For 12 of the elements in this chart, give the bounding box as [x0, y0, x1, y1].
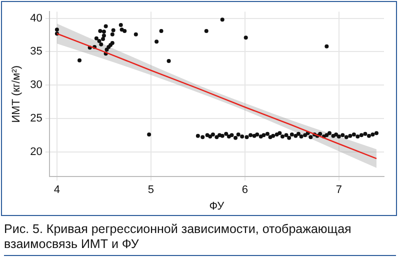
x-tick-label: 6: [242, 184, 248, 196]
x-tick-label: 4: [54, 184, 60, 196]
x-tick-label: 5: [148, 184, 154, 196]
x-axis-title: ФУ: [209, 200, 226, 212]
y-tick-label: 25: [30, 112, 42, 125]
y-tick-label: 40: [30, 12, 42, 24]
y-axis-title: ИМТ (кг/м²): [10, 65, 23, 123]
y-tick-label: 35: [30, 46, 42, 58]
text: Рис. 5. Кривая регрессионной зависимости, отображающая взаимосвязь ИМТ и ФУ: [4, 222, 396, 256]
x-tick-label: 7: [336, 184, 342, 196]
y-tick-label: 30: [30, 79, 42, 92]
y-tick-label: 20: [30, 146, 42, 158]
